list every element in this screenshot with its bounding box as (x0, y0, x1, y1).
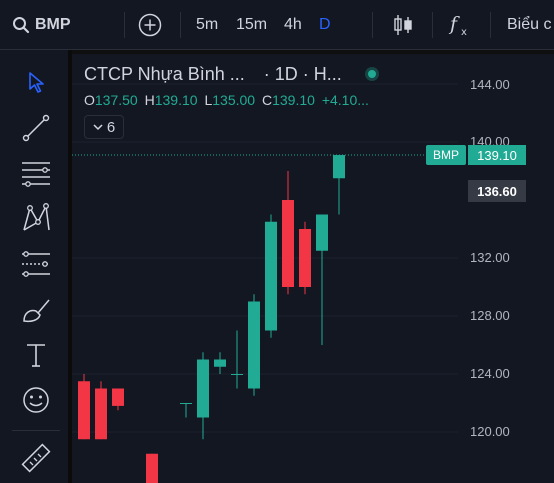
trend-line-icon (22, 114, 50, 142)
toolbar-divider (432, 12, 433, 38)
toolbar-divider (372, 12, 373, 38)
svg-text:f: f (448, 13, 460, 35)
pattern-tool[interactable] (16, 198, 56, 238)
candle-body (282, 200, 294, 287)
candle-body (197, 359, 209, 418)
candle-body (299, 229, 311, 287)
crosshair-price-tag: 136.60 (468, 180, 526, 202)
interval-d[interactable]: D (319, 16, 331, 33)
high-value: 139.10 (154, 92, 198, 108)
chart-type-button[interactable] (392, 0, 414, 50)
fib-retracement-icon (22, 162, 50, 187)
fib-retracement-tool[interactable] (16, 153, 56, 193)
symbol-label: BMP (35, 16, 71, 33)
candle-body (146, 453, 158, 483)
text-icon (27, 344, 45, 367)
toolbar-divider (124, 12, 125, 38)
candle-body (78, 381, 90, 440)
trend-line-tool[interactable] (16, 108, 56, 148)
brush-tool[interactable] (16, 290, 56, 330)
open-label: O (84, 92, 95, 108)
low-label: L (204, 92, 213, 108)
search-icon (13, 17, 30, 34)
interval-text[interactable]: · 1D · H... (263, 64, 342, 84)
emoji-icon (23, 387, 49, 413)
price-tick: 124.00 (470, 366, 510, 381)
pattern-icon (23, 203, 50, 231)
candle-body (231, 374, 243, 375)
symbol-description[interactable]: CTCP Nhựa Bình ... (84, 64, 245, 84)
toolbar-divider (490, 12, 491, 38)
ruler-tool[interactable] (16, 438, 56, 478)
candle-body (180, 403, 192, 404)
candle-body (214, 359, 226, 367)
close-value: 139.10 (272, 92, 315, 108)
chart-pane[interactable]: CTCP Nhựa Bình ... · 1D · H... O137.50 H… (72, 54, 554, 483)
legend-title-row: CTCP Nhựa Bình ... · 1D · H... (84, 64, 379, 85)
ruler-icon (21, 443, 51, 473)
candle-body (95, 388, 107, 440)
cursor-tool[interactable] (16, 62, 56, 102)
candle-body (316, 214, 328, 251)
high-label: H (144, 92, 155, 108)
close-label: C (261, 92, 273, 108)
tool-divider (12, 430, 60, 431)
change-value: +4.10... (321, 92, 369, 108)
candles-icon (394, 15, 412, 35)
last-price-symbol-tag: BMP (426, 145, 466, 165)
last-price-tag: 139.10 (468, 145, 526, 165)
cursor-icon (29, 72, 44, 93)
market-status-icon (364, 67, 379, 81)
emoji-tool[interactable] (16, 380, 56, 420)
interval-5m[interactable]: 5m (196, 16, 219, 33)
candle-body (265, 221, 277, 331)
interval-4h[interactable]: 4h (284, 16, 302, 33)
candle-body (333, 155, 345, 179)
price-tick: 144.00 (470, 77, 510, 92)
chevron-down-icon (93, 124, 103, 131)
indicator-count: 6 (106, 118, 116, 136)
svg-text:x: x (461, 27, 467, 38)
chart-type-label[interactable]: Biểu c (507, 16, 552, 33)
candlestick-chart[interactable] (72, 54, 554, 483)
brush-icon (23, 299, 50, 323)
toolbar-divider (180, 12, 181, 38)
prediction-tool[interactable] (16, 244, 56, 284)
text-tool[interactable] (16, 335, 56, 375)
price-tick: 128.00 (470, 308, 510, 323)
add-circle-icon (138, 13, 162, 37)
low-value: 135.00 (212, 92, 256, 108)
compare-button[interactable] (138, 0, 162, 50)
candle-body (248, 301, 260, 389)
prediction-icon (22, 251, 50, 277)
price-tick: 132.00 (470, 250, 510, 265)
ohlc-values: O137.50 H139.10 L135.00 C139.10 +4.10... (84, 92, 369, 108)
indicators-collapse-button[interactable]: 6 (84, 115, 124, 139)
price-tick: 120.00 (470, 424, 510, 439)
symbol-search[interactable]: BMP (12, 0, 71, 50)
drawing-toolbar (0, 50, 72, 483)
interval-15m[interactable]: 15m (236, 16, 268, 33)
open-value: 137.50 (94, 92, 138, 108)
candle-body (112, 388, 124, 406)
